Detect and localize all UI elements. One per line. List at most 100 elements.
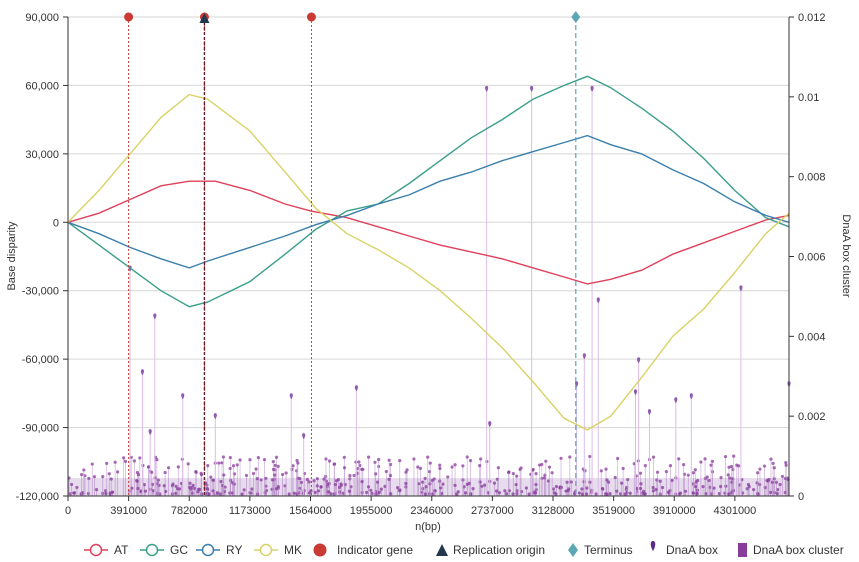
dnaa-box-point bbox=[604, 492, 608, 496]
dnaa-box-point bbox=[784, 463, 788, 467]
dnaa-box-point bbox=[162, 484, 166, 488]
dnaa-box-point bbox=[199, 473, 204, 477]
dnaa-box-point bbox=[723, 454, 728, 459]
dnaa-box-cluster-band bbox=[68, 478, 789, 496]
series-line-ry bbox=[67, 134, 790, 269]
dnaa-box-point bbox=[594, 492, 598, 496]
dnaa-box-point bbox=[534, 482, 538, 487]
gridlines bbox=[68, 16, 789, 497]
legend-item-at[interactable]: AT bbox=[84, 543, 129, 557]
dnaa-box-point bbox=[312, 479, 316, 483]
dnaa-box-point bbox=[765, 478, 769, 483]
dnaa-box-point bbox=[492, 481, 497, 485]
x-tick-label: 3128000 bbox=[532, 505, 575, 517]
dnaa-box-point bbox=[699, 460, 703, 464]
dnaa-box-point bbox=[374, 472, 378, 476]
legend-item-terminus[interactable]: Terminus bbox=[568, 543, 633, 557]
dnaa-box-point bbox=[778, 482, 782, 487]
dnaa-box-point bbox=[565, 480, 569, 484]
dnaa-box-point bbox=[701, 484, 705, 489]
dnaa-box-point bbox=[284, 471, 288, 475]
dnaa-box-point bbox=[238, 458, 242, 462]
dnaa-box-point bbox=[735, 463, 739, 467]
dnaa-box-point bbox=[604, 467, 608, 471]
dnaa-box-point bbox=[732, 454, 736, 458]
dnaa-box-point bbox=[155, 458, 159, 462]
legend-item-dnaa-box[interactable]: DnaA box bbox=[650, 541, 718, 557]
x-tick-label: 782000 bbox=[171, 505, 208, 517]
terminus-marker bbox=[571, 11, 581, 23]
dnaa-box-point bbox=[710, 459, 714, 463]
dnaa-box-point bbox=[599, 469, 603, 473]
dnaa-box-point bbox=[398, 459, 402, 463]
legend-item-gc[interactable]: GC bbox=[140, 543, 188, 557]
legend-gc-label: GC bbox=[170, 543, 188, 557]
dnaa-box-point bbox=[264, 476, 268, 480]
dnaa-box-point bbox=[695, 491, 699, 496]
x-tick-label: 1955000 bbox=[350, 505, 393, 517]
indicator-gene-marker bbox=[306, 12, 316, 22]
dnaa-box-point bbox=[375, 480, 380, 484]
dnaa-box-point bbox=[75, 485, 79, 490]
dnaa-box-point bbox=[94, 487, 99, 492]
dnaa-box-point bbox=[377, 490, 382, 494]
dnaa-box-point bbox=[651, 455, 656, 459]
dnaa-box-point bbox=[758, 467, 762, 471]
dnaa-box-point bbox=[271, 467, 276, 471]
x-tick-label: 1564000 bbox=[289, 505, 332, 517]
dnaa-box-point bbox=[116, 470, 120, 474]
dnaa-box-point bbox=[276, 485, 280, 489]
dnaa-box-point bbox=[769, 490, 773, 494]
dnaa-box-point bbox=[511, 471, 515, 476]
dnaa-box-point bbox=[507, 470, 511, 475]
dnaa-box-point bbox=[519, 466, 523, 470]
dnaa-box-peak bbox=[485, 85, 489, 92]
dnaa-box-point bbox=[784, 460, 788, 465]
dnaa-box-point bbox=[745, 487, 749, 491]
legend-item-mk[interactable]: MK bbox=[254, 543, 302, 557]
dnaa-box-point bbox=[580, 487, 584, 491]
dnaa-box-point bbox=[150, 470, 154, 474]
dnaa-box-point bbox=[496, 466, 500, 470]
dnaa-box-point bbox=[273, 463, 277, 467]
dnaa-box-point bbox=[313, 490, 317, 494]
dnaa-box-point bbox=[270, 478, 275, 482]
dnaa-box-point bbox=[426, 455, 430, 459]
dnaa-box-point bbox=[360, 479, 364, 484]
dnaa-box-point bbox=[423, 476, 427, 480]
dnaa-box-point bbox=[550, 471, 554, 475]
dnaa-box-point bbox=[620, 481, 624, 485]
dnaa-box-point bbox=[296, 461, 300, 465]
dnaa-box-point bbox=[352, 473, 356, 478]
dnaa-box-point bbox=[683, 489, 688, 493]
dnaa-box-point bbox=[205, 487, 209, 491]
dnaa-box-point bbox=[365, 490, 369, 495]
dnaa-box-point bbox=[244, 473, 249, 478]
dnaa-box-point bbox=[655, 470, 660, 474]
dnaa-box-peak bbox=[633, 389, 638, 396]
dnaa-box-point bbox=[389, 492, 393, 496]
dnaa-box-point bbox=[605, 478, 609, 482]
dnaa-box-point bbox=[638, 471, 643, 475]
dnaa-box-point bbox=[259, 478, 263, 482]
dnaa-box-point bbox=[486, 491, 490, 495]
dnaa-box-cluster-icon bbox=[738, 543, 747, 557]
dnaa-box-point bbox=[254, 467, 258, 471]
dnaa-box-point bbox=[441, 482, 445, 486]
legend-item-replication-origin[interactable]: Replication origin bbox=[436, 543, 545, 557]
dnaa-box-point bbox=[682, 463, 686, 467]
series-line-mk bbox=[67, 93, 790, 431]
legend-item-indicator-gene[interactable]: Indicator gene bbox=[313, 543, 414, 557]
dnaa-box-point bbox=[613, 475, 617, 480]
dnaa-box-point bbox=[357, 460, 361, 464]
dnaa-box-point bbox=[273, 473, 277, 477]
indicator-gene-icon bbox=[313, 543, 327, 557]
dnaa-box-point bbox=[670, 478, 674, 482]
legend-dnaa-box-cluster-label: DnaA box cluster bbox=[753, 543, 844, 557]
dnaa-box-point bbox=[228, 466, 232, 471]
y-axis-right-title: DnaA box cluster bbox=[840, 214, 852, 297]
dnaa-box-point bbox=[439, 486, 443, 490]
dnaa-box-point bbox=[651, 489, 655, 493]
legend-item-ry[interactable]: RY bbox=[196, 543, 242, 557]
legend-item-dnaa-box-cluster[interactable]: DnaA box cluster bbox=[738, 543, 844, 557]
